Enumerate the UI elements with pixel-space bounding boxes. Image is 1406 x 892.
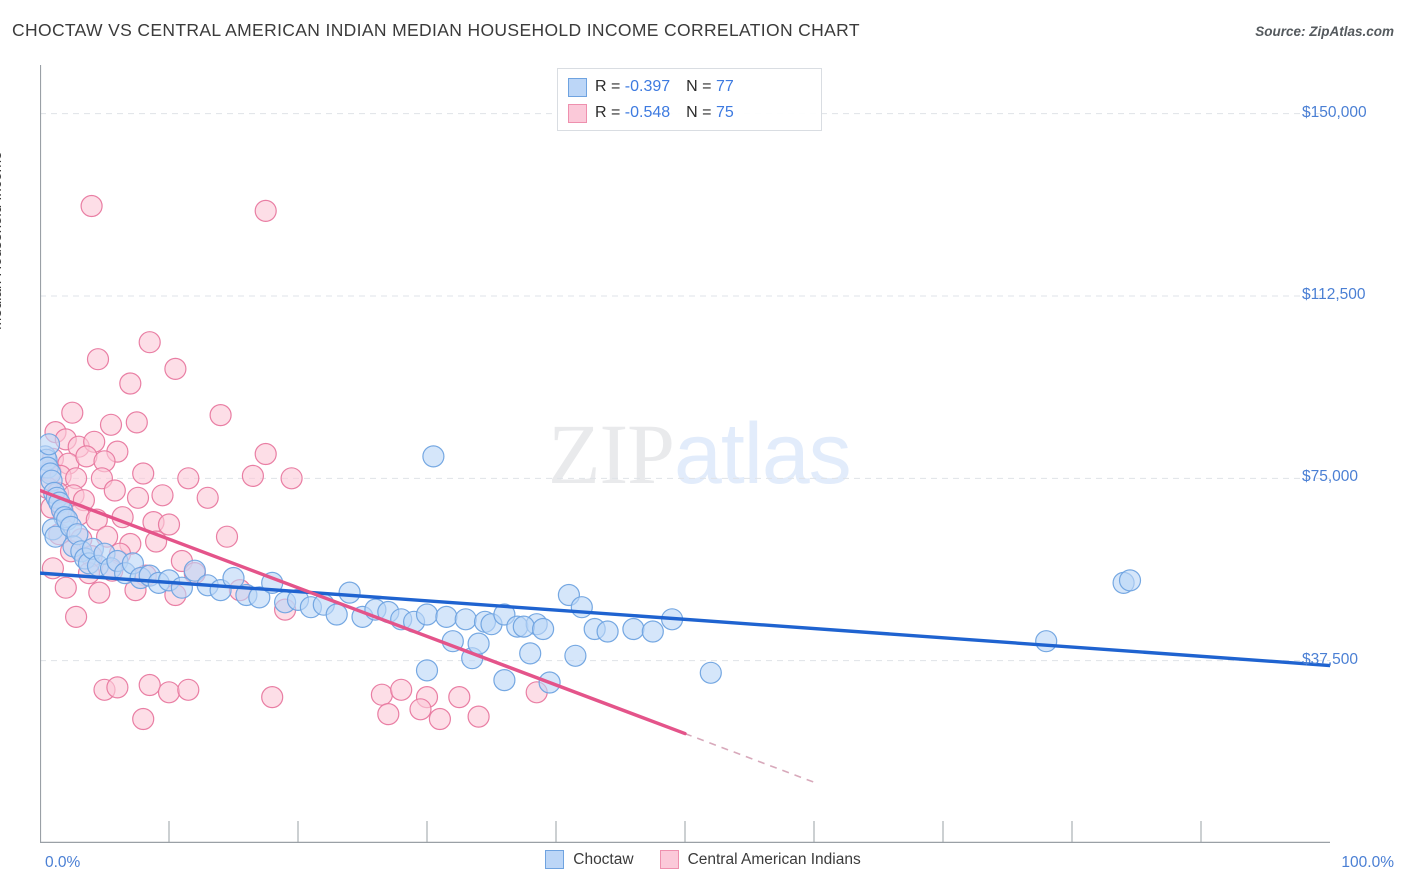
scatter-plot: [40, 65, 1330, 843]
data-point[interactable]: [138, 673, 161, 697]
data-point[interactable]: [377, 702, 400, 726]
n-value-cai: 75: [715, 104, 734, 121]
data-point[interactable]: [435, 605, 458, 629]
data-point[interactable]: [390, 678, 413, 701]
data-point[interactable]: [241, 464, 264, 487]
data-point[interactable]: [248, 586, 271, 609]
legend-swatch-choctaw-icon: [568, 77, 587, 97]
source-label: Source: ZipAtlas.com: [1255, 24, 1394, 39]
data-point[interactable]: [428, 707, 451, 731]
trendline-central-american-indians: [40, 488, 687, 736]
trendline-choctaw: [40, 571, 1330, 668]
data-point[interactable]: [119, 372, 142, 395]
data-point[interactable]: [157, 681, 181, 704]
data-point[interactable]: [132, 707, 155, 731]
data-point[interactable]: [325, 603, 348, 626]
x-axis-min-label: 0.0%: [45, 854, 81, 871]
data-point[interactable]: [132, 462, 155, 485]
legend-color-choctaw-icon: [545, 850, 565, 869]
data-point[interactable]: [641, 620, 664, 643]
r-value-cai: -0.548: [624, 104, 671, 121]
data-point[interactable]: [40, 433, 61, 456]
data-point[interactable]: [1118, 569, 1142, 592]
legend-swatch-central-american-indians-icon: [568, 103, 587, 123]
data-point[interactable]: [493, 668, 516, 692]
data-point[interactable]: [88, 581, 111, 604]
data-point[interactable]: [564, 644, 587, 667]
data-point[interactable]: [261, 685, 284, 709]
correlation-row-central-american-indians: R = -0.548 N = 75: [568, 100, 811, 126]
trendline-dashed-central-american-indians: [684, 732, 815, 783]
legend-label-choctaw: Choctaw: [573, 850, 634, 868]
data-point[interactable]: [415, 603, 439, 626]
data-point[interactable]: [80, 194, 103, 218]
n-prefix-cai: N =: [686, 104, 716, 121]
data-point[interactable]: [138, 331, 161, 354]
data-point[interactable]: [177, 678, 200, 701]
data-point[interactable]: [467, 632, 490, 655]
data-point[interactable]: [61, 401, 84, 424]
data-point[interactable]: [99, 413, 123, 436]
n-prefix-choctaw: N =: [686, 78, 716, 95]
n-value-choctaw: 77: [715, 78, 734, 95]
data-point[interactable]: [338, 581, 361, 604]
data-point[interactable]: [409, 698, 432, 721]
data-point[interactable]: [151, 484, 174, 507]
data-point[interactable]: [106, 676, 129, 699]
y-tick-label-2: $75,000: [1302, 468, 1359, 486]
data-point[interactable]: [596, 620, 619, 643]
correlation-text-central-american-indians: R = -0.548 N = 75: [595, 104, 734, 122]
legend-item-choctaw[interactable]: Choctaw: [545, 850, 634, 869]
r-prefix-cai: R =: [595, 104, 625, 121]
data-point[interactable]: [183, 559, 206, 582]
data-point[interactable]: [254, 199, 277, 222]
r-value-choctaw: -0.397: [624, 78, 671, 95]
x-axis-max-label: 100.0%: [1341, 854, 1394, 871]
data-point[interactable]: [467, 705, 490, 728]
data-point[interactable]: [177, 467, 200, 490]
data-point[interactable]: [215, 525, 239, 548]
legend-color-central-american-indians-icon: [659, 850, 679, 869]
data-point[interactable]: [532, 617, 555, 641]
data-point[interactable]: [209, 404, 232, 427]
data-point[interactable]: [86, 348, 110, 371]
data-point[interactable]: [622, 617, 645, 641]
data-point[interactable]: [126, 486, 150, 509]
data-point[interactable]: [370, 683, 393, 706]
data-point[interactable]: [415, 659, 439, 682]
data-point[interactable]: [512, 615, 535, 638]
y-tick-label-0: $150,000: [1302, 103, 1367, 121]
data-point[interactable]: [54, 576, 77, 599]
plot-svg: [40, 65, 1330, 843]
data-point[interactable]: [164, 357, 187, 380]
legend-item-central-american-indians[interactable]: Central American Indians: [659, 850, 861, 869]
series-points-choctaw: [40, 433, 1142, 694]
data-point[interactable]: [448, 685, 471, 709]
y-tick-label-3: $37,500: [1302, 650, 1359, 668]
data-point[interactable]: [254, 442, 277, 466]
data-point[interactable]: [170, 576, 193, 599]
y-tick-label-1: $112,500: [1302, 285, 1366, 303]
data-point[interactable]: [64, 605, 88, 629]
correlation-row-choctaw: R = -0.397 N = 77: [568, 74, 811, 100]
data-point[interactable]: [422, 445, 445, 468]
data-point[interactable]: [125, 411, 148, 434]
r-prefix-choctaw: R =: [595, 78, 625, 95]
legend-label-central-american-indians: Central American Indians: [687, 850, 861, 868]
page-title: CHOCTAW VS CENTRAL AMERICAN INDIAN MEDIA…: [12, 20, 860, 40]
correlation-text-choctaw: R = -0.397 N = 77: [595, 78, 734, 96]
correlation-legend-box: R = -0.397 N = 77 R = -0.548 N = 75: [557, 68, 822, 131]
data-point[interactable]: [699, 661, 722, 684]
data-point[interactable]: [570, 596, 593, 619]
data-point[interactable]: [280, 467, 303, 490]
data-point[interactable]: [519, 642, 542, 665]
data-point[interactable]: [103, 479, 126, 502]
y-axis-label: Median Household Income: [0, 151, 5, 330]
data-point[interactable]: [157, 513, 181, 536]
data-point[interactable]: [1035, 630, 1058, 653]
series-legend: Choctaw Central American Indians: [0, 850, 1406, 869]
data-point[interactable]: [196, 486, 219, 509]
data-point[interactable]: [454, 608, 477, 631]
